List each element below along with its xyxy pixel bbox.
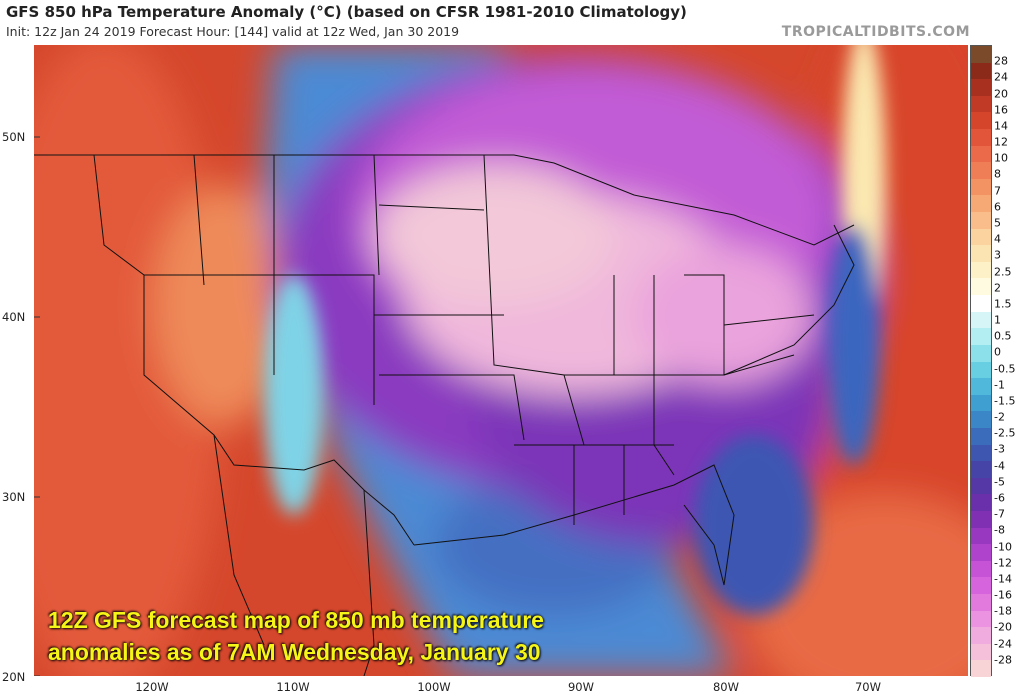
- colorbar-segment: [971, 660, 991, 678]
- colorbar-label: -20: [994, 620, 1012, 634]
- colorbar-segment: [971, 378, 991, 396]
- colorbar-segment: [971, 278, 991, 296]
- colorbar-segment: [971, 643, 991, 661]
- colorbar-segment: [971, 344, 991, 362]
- colorbar-label: -8: [994, 523, 1005, 537]
- colorbar-segment: [971, 162, 991, 180]
- colorbar-label: 20: [994, 87, 1008, 101]
- colorbar-segment: [971, 228, 991, 246]
- colorbar-label: 7: [994, 184, 1001, 198]
- lon-label-100w: 100W: [417, 680, 451, 694]
- lat-label-50n: 50N: [2, 130, 26, 144]
- colorbar-segment: [971, 494, 991, 512]
- colorbar-segment: [971, 79, 991, 97]
- colorbar-segment: [971, 361, 991, 379]
- colorbar-segment: [971, 129, 991, 147]
- caption-line-2: anomalies as of 7AM Wednesday, January 3…: [48, 639, 541, 665]
- colorbar-segment: [971, 427, 991, 445]
- forecast-subtitle: Init: 12z Jan 24 2019 Forecast Hour: [14…: [6, 24, 460, 39]
- colorbar-label: 6: [994, 200, 1001, 214]
- colorbar-segment: [971, 195, 991, 213]
- caption-line-1: 12Z GFS forecast map of 850 mb temperatu…: [48, 607, 544, 633]
- colorbar-segment: [971, 394, 991, 412]
- lon-label-110w: 110W: [276, 680, 310, 694]
- colorbar-label: -24: [994, 637, 1012, 651]
- colorbar-label: 28: [994, 54, 1008, 68]
- colorbar-label: 1.5: [994, 297, 1012, 311]
- colorbar-label: -16: [994, 588, 1012, 602]
- colorbar-label: -1: [994, 378, 1005, 392]
- colorbar-label: -6: [994, 491, 1005, 505]
- colorbar-segment: [971, 527, 991, 545]
- colorbar-label: 5: [994, 216, 1001, 230]
- colorbar-segment: [971, 477, 991, 495]
- colorbar-segment: [971, 295, 991, 313]
- colorbar-label: -18: [994, 604, 1012, 618]
- colorbar-segment: [971, 328, 991, 346]
- colorbar-label: -2.5: [994, 426, 1016, 440]
- colorbar-label: 2: [994, 281, 1001, 295]
- colorbar-label: -4: [994, 459, 1005, 473]
- colorbar-label: 4: [994, 232, 1001, 246]
- map-canvas: [34, 45, 968, 676]
- colorbar-label: 0: [994, 345, 1001, 359]
- colorbar-segment: [971, 62, 991, 80]
- lon-label-90w: 90W: [567, 680, 595, 694]
- colorbar-segment: [971, 560, 991, 578]
- colorbar-label: -14: [994, 572, 1012, 586]
- caption-overlay: 12Z GFS forecast map of 850 mb temperatu…: [48, 604, 544, 668]
- colorbar-segment: [971, 461, 991, 479]
- colorbar-label: 1: [994, 313, 1001, 327]
- colorbar-segment: [971, 577, 991, 595]
- colorbar-label: -7: [994, 507, 1005, 521]
- colorbar-segment: [971, 510, 991, 529]
- lat-label-20n: 20N: [2, 670, 26, 684]
- colorbar-segment: [971, 544, 991, 562]
- colorbar-label: 12: [994, 135, 1008, 149]
- colorbar-label: -5: [994, 475, 1005, 489]
- colorbar-label: -12: [994, 556, 1012, 570]
- colorbar-label: -0.5: [994, 362, 1016, 376]
- colorbar-label: 10: [994, 151, 1008, 165]
- colorbar-segment: [971, 178, 991, 196]
- lon-label-70w: 70W: [854, 680, 882, 694]
- colorbar-label: 0.5: [994, 329, 1012, 343]
- colorbar-label: -2: [994, 410, 1005, 424]
- lon-label-80w: 80W: [712, 680, 740, 694]
- colorbar-segment: [971, 112, 991, 130]
- anomaly-map: [34, 45, 968, 676]
- colorbar-segment: [971, 46, 991, 64]
- state-borders: [34, 154, 855, 676]
- brand-watermark: TROPICALTIDBITS.COM: [781, 24, 970, 40]
- lat-label-40n: 40N: [2, 310, 26, 324]
- colorbar-segment: [971, 593, 991, 612]
- colorbar: [970, 45, 992, 678]
- colorbar-segment: [971, 261, 991, 279]
- colorbar-label: -3: [994, 442, 1005, 456]
- colorbar-label: 8: [994, 167, 1001, 181]
- colorbar-segment: [971, 627, 991, 645]
- colorbar-label: 24: [994, 70, 1008, 84]
- colorbar-label: -10: [994, 540, 1012, 554]
- lon-label-120w: 120W: [135, 680, 169, 694]
- map-title: GFS 850 hPa Temperature Anomaly (°C) (ba…: [6, 3, 687, 21]
- colorbar-segment: [971, 444, 991, 462]
- colorbar-segment: [971, 610, 991, 628]
- colorbar-segment: [971, 411, 991, 429]
- colorbar-segment: [971, 145, 991, 163]
- graticule-ticks: [34, 136, 40, 676]
- colorbar-label: 16: [994, 103, 1008, 117]
- colorbar-label: -28: [994, 653, 1012, 667]
- colorbar-label: 3: [994, 248, 1001, 262]
- colorbar-label: 2.5: [994, 265, 1012, 278]
- colorbar-segment: [971, 212, 991, 230]
- colorbar-label: 14: [994, 119, 1008, 133]
- colorbar-segment: [971, 95, 991, 113]
- colorbar-label: -1.5: [994, 394, 1016, 408]
- colorbar-segment: [971, 245, 991, 263]
- colorbar-segment: [971, 311, 991, 329]
- lat-label-30n: 30N: [2, 490, 26, 504]
